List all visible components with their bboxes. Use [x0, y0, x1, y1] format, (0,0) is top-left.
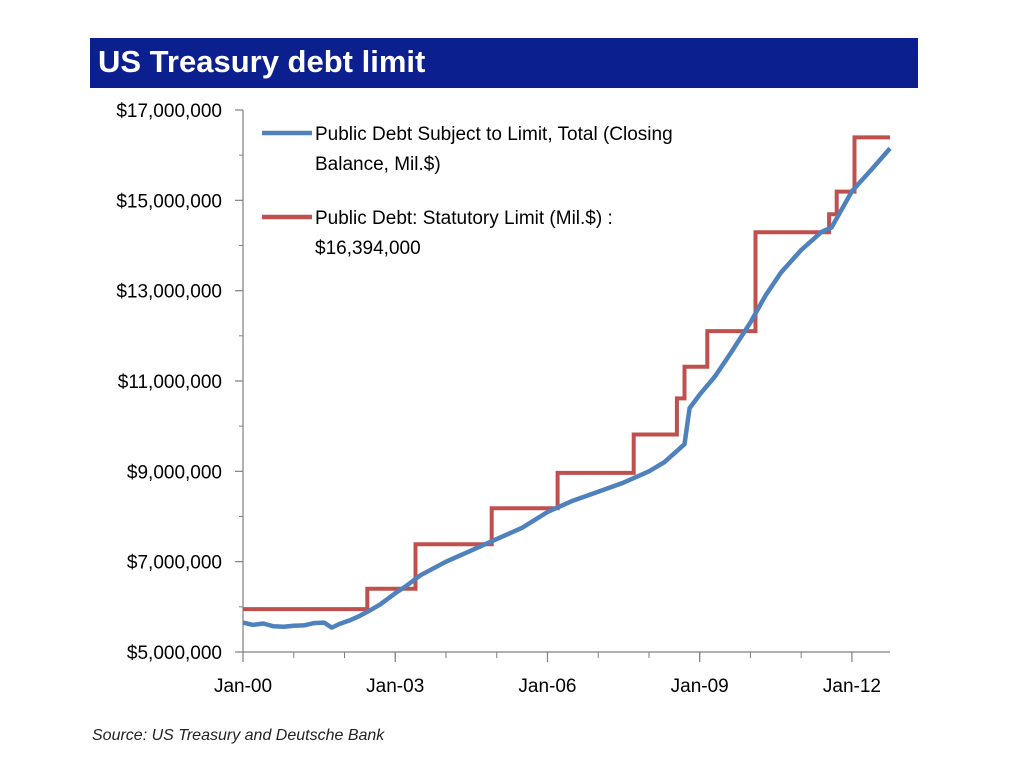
page-title: US Treasury debt limit	[98, 44, 426, 79]
x-tick-label: Jan-00	[214, 676, 272, 697]
y-tick-label: $13,000,000	[116, 282, 222, 303]
y-tick-label: $9,000,000	[127, 462, 222, 483]
legend-label: Public Debt Subject to Limit, Total (Clo…	[315, 124, 673, 145]
y-tick-label: $7,000,000	[127, 553, 222, 574]
x-tick-label: Jan-03	[366, 676, 424, 697]
chart-ticks: $5,000,000 $7,000,000 $9,000,000 $11,000,00…	[116, 101, 881, 697]
y-tick-label: $5,000,000	[127, 643, 222, 664]
series-line-limit	[243, 135, 890, 612]
chart-axes	[242, 110, 890, 653]
chart-series	[242, 135, 892, 630]
x-tick-label: Jan-12	[823, 676, 881, 697]
legend-label: $16,394,000	[315, 238, 421, 259]
source-note: Source: US Treasury and Deutsche Bank	[92, 727, 385, 744]
y-tick-label: $11,000,000	[118, 372, 222, 393]
y-tick-label: $15,000,000	[116, 191, 222, 212]
legend-label: Balance, Mil.$)	[315, 154, 441, 175]
x-tick-label: Jan-09	[671, 676, 729, 697]
x-tick-label: Jan-06	[518, 676, 576, 697]
legend-label: Public Debt: Statutory Limit (Mil.$) :	[315, 208, 613, 229]
chart-legend: Public Debt Subject to Limit, Total (Clo…	[262, 124, 673, 259]
title-bar: US Treasury debt limit	[90, 38, 918, 88]
y-tick-label: $17,000,000	[116, 101, 222, 122]
series-line-debt	[242, 146, 892, 630]
